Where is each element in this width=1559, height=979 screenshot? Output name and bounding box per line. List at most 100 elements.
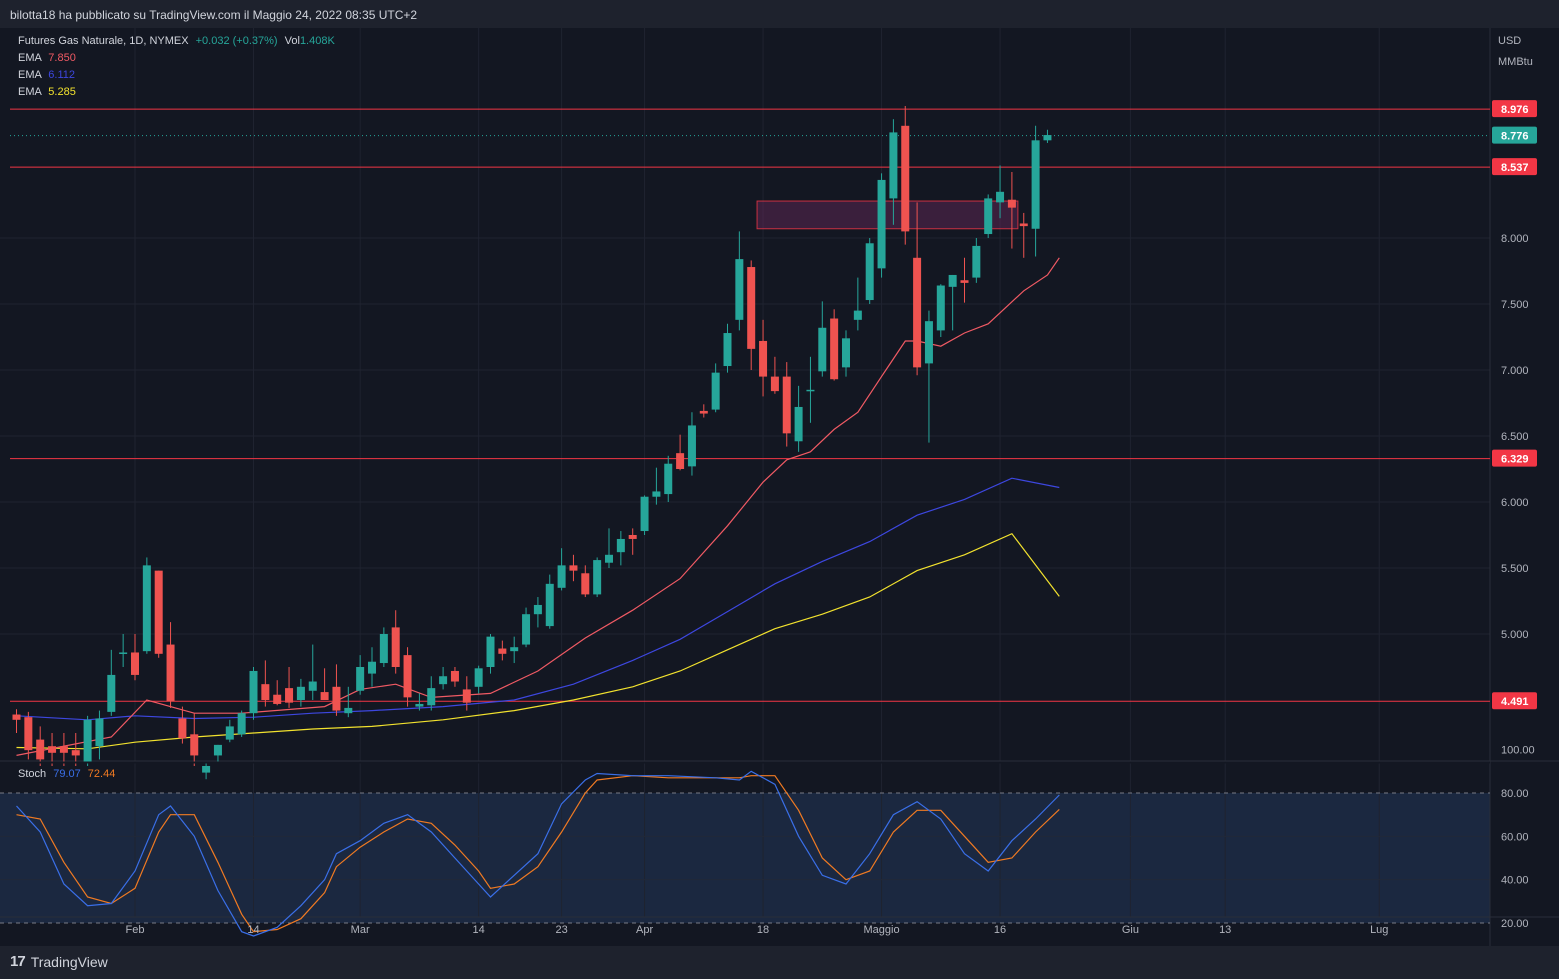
volume-label: Vol bbox=[284, 35, 300, 47]
candle-body bbox=[166, 644, 175, 702]
ema-legend-1[interactable]: EMA 7.850 bbox=[18, 52, 76, 64]
candle bbox=[332, 664, 341, 716]
candle bbox=[308, 644, 317, 700]
stoch-band-fill bbox=[0, 793, 1490, 923]
time-tick-label: Feb bbox=[126, 924, 145, 936]
candle-body bbox=[59, 746, 68, 753]
candle-body bbox=[687, 425, 696, 467]
candle bbox=[296, 678, 305, 707]
candle-body bbox=[628, 535, 637, 539]
ema-slow-line bbox=[16, 532, 1060, 750]
candle bbox=[533, 597, 542, 628]
candle-body bbox=[202, 766, 211, 773]
candle bbox=[652, 467, 661, 505]
candle bbox=[107, 649, 116, 716]
level-price-tag: 8.537 bbox=[1501, 162, 1529, 174]
candle-body bbox=[948, 274, 957, 287]
unit-label: MMBtu bbox=[1498, 56, 1533, 68]
chart-frame[interactable]: USD MMBtu 8.000 7.500 7.000 6.500 6.000 5.500 5.… bbox=[0, 28, 1559, 946]
candle-body bbox=[640, 496, 649, 532]
candle-body bbox=[285, 688, 294, 703]
ema-legend-3[interactable]: EMA 5.285 bbox=[18, 86, 76, 98]
candle-body bbox=[320, 692, 329, 700]
candle-body bbox=[889, 132, 898, 199]
candle bbox=[960, 257, 969, 303]
candle bbox=[676, 434, 685, 471]
candle bbox=[95, 710, 104, 760]
tradingview-logo[interactable]: 17 TradingView bbox=[10, 953, 108, 970]
candle-body bbox=[711, 372, 720, 410]
candle bbox=[510, 636, 519, 664]
level-price-tag-bg bbox=[1492, 449, 1537, 467]
currency-label: USD bbox=[1498, 35, 1521, 47]
candle bbox=[593, 557, 602, 598]
candle-body bbox=[699, 410, 708, 414]
candle bbox=[581, 565, 590, 598]
price-tick-label: 5.000 bbox=[1501, 629, 1529, 641]
ema-mid-line bbox=[16, 477, 1060, 721]
candle-body bbox=[1019, 223, 1028, 227]
candle-body bbox=[474, 668, 483, 687]
candle-body bbox=[427, 688, 436, 706]
last-price-tag-bg bbox=[1492, 126, 1537, 144]
time-tick-label: Maggio bbox=[864, 924, 900, 936]
candle bbox=[498, 640, 507, 661]
time-tick-label: Giu bbox=[1122, 924, 1139, 936]
candle bbox=[166, 622, 175, 708]
candle-body bbox=[391, 627, 400, 667]
candle bbox=[1043, 129, 1052, 143]
candle bbox=[759, 319, 768, 397]
candle bbox=[450, 667, 459, 687]
ema-value: 6.112 bbox=[48, 69, 76, 81]
candle-body bbox=[36, 739, 45, 760]
candle bbox=[379, 627, 388, 667]
candle bbox=[794, 385, 803, 452]
candle-body bbox=[1031, 140, 1040, 229]
stoch-tick-label: 40.00 bbox=[1501, 875, 1529, 887]
candle-body bbox=[344, 707, 353, 714]
candle-body bbox=[450, 670, 459, 682]
stoch-label: Stoch bbox=[18, 768, 47, 780]
candle-body bbox=[261, 684, 270, 700]
candle bbox=[747, 260, 756, 370]
candle-body bbox=[48, 746, 57, 753]
candle bbox=[842, 330, 850, 377]
footer-bar: 17 TradingView bbox=[0, 946, 1559, 979]
candle-body bbox=[154, 570, 163, 654]
price-tick-label: 6.000 bbox=[1501, 497, 1529, 509]
chart-canvas[interactable]: USD MMBtu 8.000 7.500 7.000 6.500 6.000 5.500 5.… bbox=[0, 28, 1559, 946]
candle bbox=[427, 676, 436, 711]
stoch-tick-label: 60.00 bbox=[1501, 831, 1529, 843]
candle bbox=[249, 667, 258, 720]
candle-body bbox=[806, 389, 815, 392]
stoch-legend[interactable]: Stoch 79.07 72.44 bbox=[18, 768, 115, 780]
candle-body bbox=[12, 714, 21, 720]
candle bbox=[723, 323, 732, 373]
level-price-tag-bg bbox=[1492, 692, 1537, 710]
candle-body bbox=[723, 333, 732, 367]
candle-body bbox=[1043, 135, 1052, 141]
candle-body bbox=[794, 406, 803, 442]
candle-body bbox=[462, 689, 471, 703]
candle bbox=[782, 362, 791, 447]
candle bbox=[901, 106, 910, 245]
stoch-d-value: 72.44 bbox=[87, 768, 116, 780]
time-tick-label: 23 bbox=[555, 924, 567, 936]
candle bbox=[213, 744, 222, 764]
candle-body bbox=[605, 554, 613, 563]
time-tick-label: 16 bbox=[994, 924, 1006, 936]
candle-body bbox=[131, 652, 139, 675]
candle-body bbox=[225, 726, 234, 740]
candle-body bbox=[877, 179, 886, 269]
symbol-title[interactable]: Futures Gas Naturale, 1D, NYMEX bbox=[18, 35, 189, 47]
candle bbox=[924, 310, 933, 443]
candle-body bbox=[960, 280, 969, 283]
candle-body bbox=[249, 670, 258, 714]
candle bbox=[557, 548, 566, 591]
candle bbox=[415, 693, 424, 711]
ema-legend-2[interactable]: EMA 6.112 bbox=[18, 69, 75, 81]
time-tick-label: 13 bbox=[1219, 924, 1231, 936]
candle bbox=[687, 412, 696, 476]
candle-body bbox=[332, 686, 341, 711]
symbol-legend[interactable]: Futures Gas Naturale, 1D, NYMEX +0.032 (… bbox=[18, 35, 335, 47]
